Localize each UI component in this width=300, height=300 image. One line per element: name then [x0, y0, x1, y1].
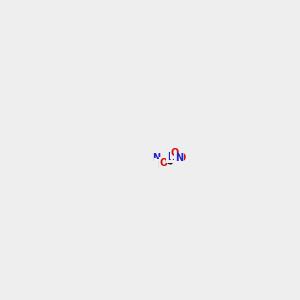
- Text: N: N: [167, 152, 175, 162]
- Text: F: F: [155, 160, 161, 169]
- Text: N: N: [152, 154, 160, 164]
- Text: O: O: [159, 158, 168, 168]
- Text: O: O: [178, 153, 186, 163]
- Text: N: N: [155, 158, 163, 169]
- Text: F: F: [156, 160, 162, 169]
- Text: O: O: [170, 148, 179, 158]
- Text: F: F: [157, 161, 163, 170]
- Text: N: N: [175, 153, 183, 163]
